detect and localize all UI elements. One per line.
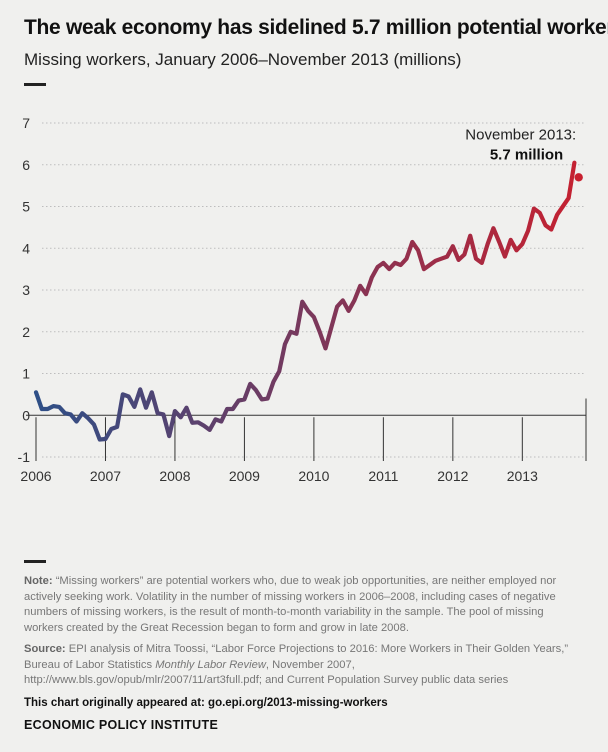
- y-tick-label: 4: [22, 240, 30, 256]
- x-tick-label: 2008: [159, 468, 190, 484]
- annotation-label: November 2013:: [465, 126, 576, 143]
- y-tick-label: 6: [22, 157, 30, 173]
- x-tick-label: 2006: [20, 468, 51, 484]
- footnotes: Note: “Missing workers” are potential wo…: [24, 574, 584, 695]
- organization-name: ECONOMIC POLICY INSTITUTE: [24, 718, 219, 732]
- source-text-2: , November 2007, http://www.bls.gov/opub…: [24, 658, 509, 687]
- footer-rule: [24, 560, 46, 563]
- chart-title: The weak economy has sidelined 5.7 milli…: [24, 16, 608, 39]
- x-tick-label: 2011: [368, 468, 398, 484]
- y-tick-label: 3: [22, 282, 30, 298]
- source-journal: Monthly Labor Review: [155, 658, 266, 671]
- chart-credit: This chart originally appeared at: go.ep…: [24, 697, 388, 709]
- annotation-value: 5.7 million: [490, 146, 563, 163]
- x-tick-label: 2007: [90, 468, 121, 484]
- y-tick-label: -1: [18, 449, 31, 465]
- missing-workers-line: [33, 160, 577, 442]
- x-tick-label: 2012: [437, 468, 468, 484]
- y-tick-label: 2: [22, 324, 30, 340]
- x-tick-label: 2013: [507, 468, 538, 484]
- chart-subtitle: Missing workers, January 2006–November 2…: [24, 50, 462, 69]
- note-paragraph: Note: “Missing workers” are potential wo…: [24, 574, 584, 636]
- source-text-1: EPI analysis of Mitra Toossi, “Labor For…: [24, 643, 569, 671]
- y-axis-ticks: -1 0 1 2 3 4 5 6 7: [18, 115, 31, 465]
- source-paragraph: Source: EPI analysis of Mitra Toossi, “L…: [24, 642, 584, 689]
- x-tick-label: 2009: [229, 468, 260, 484]
- y-tick-label: 7: [22, 115, 30, 131]
- last-data-point: [574, 173, 583, 182]
- x-tick-label: 2010: [298, 468, 329, 484]
- title-rule: [24, 83, 46, 86]
- source-label: Source:: [24, 643, 66, 655]
- gridlines: [26, 122, 586, 458]
- note-label: Note:: [24, 575, 53, 587]
- y-tick-label: 0: [22, 407, 30, 423]
- y-tick-label: 5: [22, 199, 30, 215]
- y-tick-label: 1: [22, 366, 30, 382]
- x-axis-ticks: 2006 2007 2008 2009 2010 2011 2012 2013: [20, 398, 587, 484]
- note-text: “Missing workers” are potential workers …: [24, 575, 557, 634]
